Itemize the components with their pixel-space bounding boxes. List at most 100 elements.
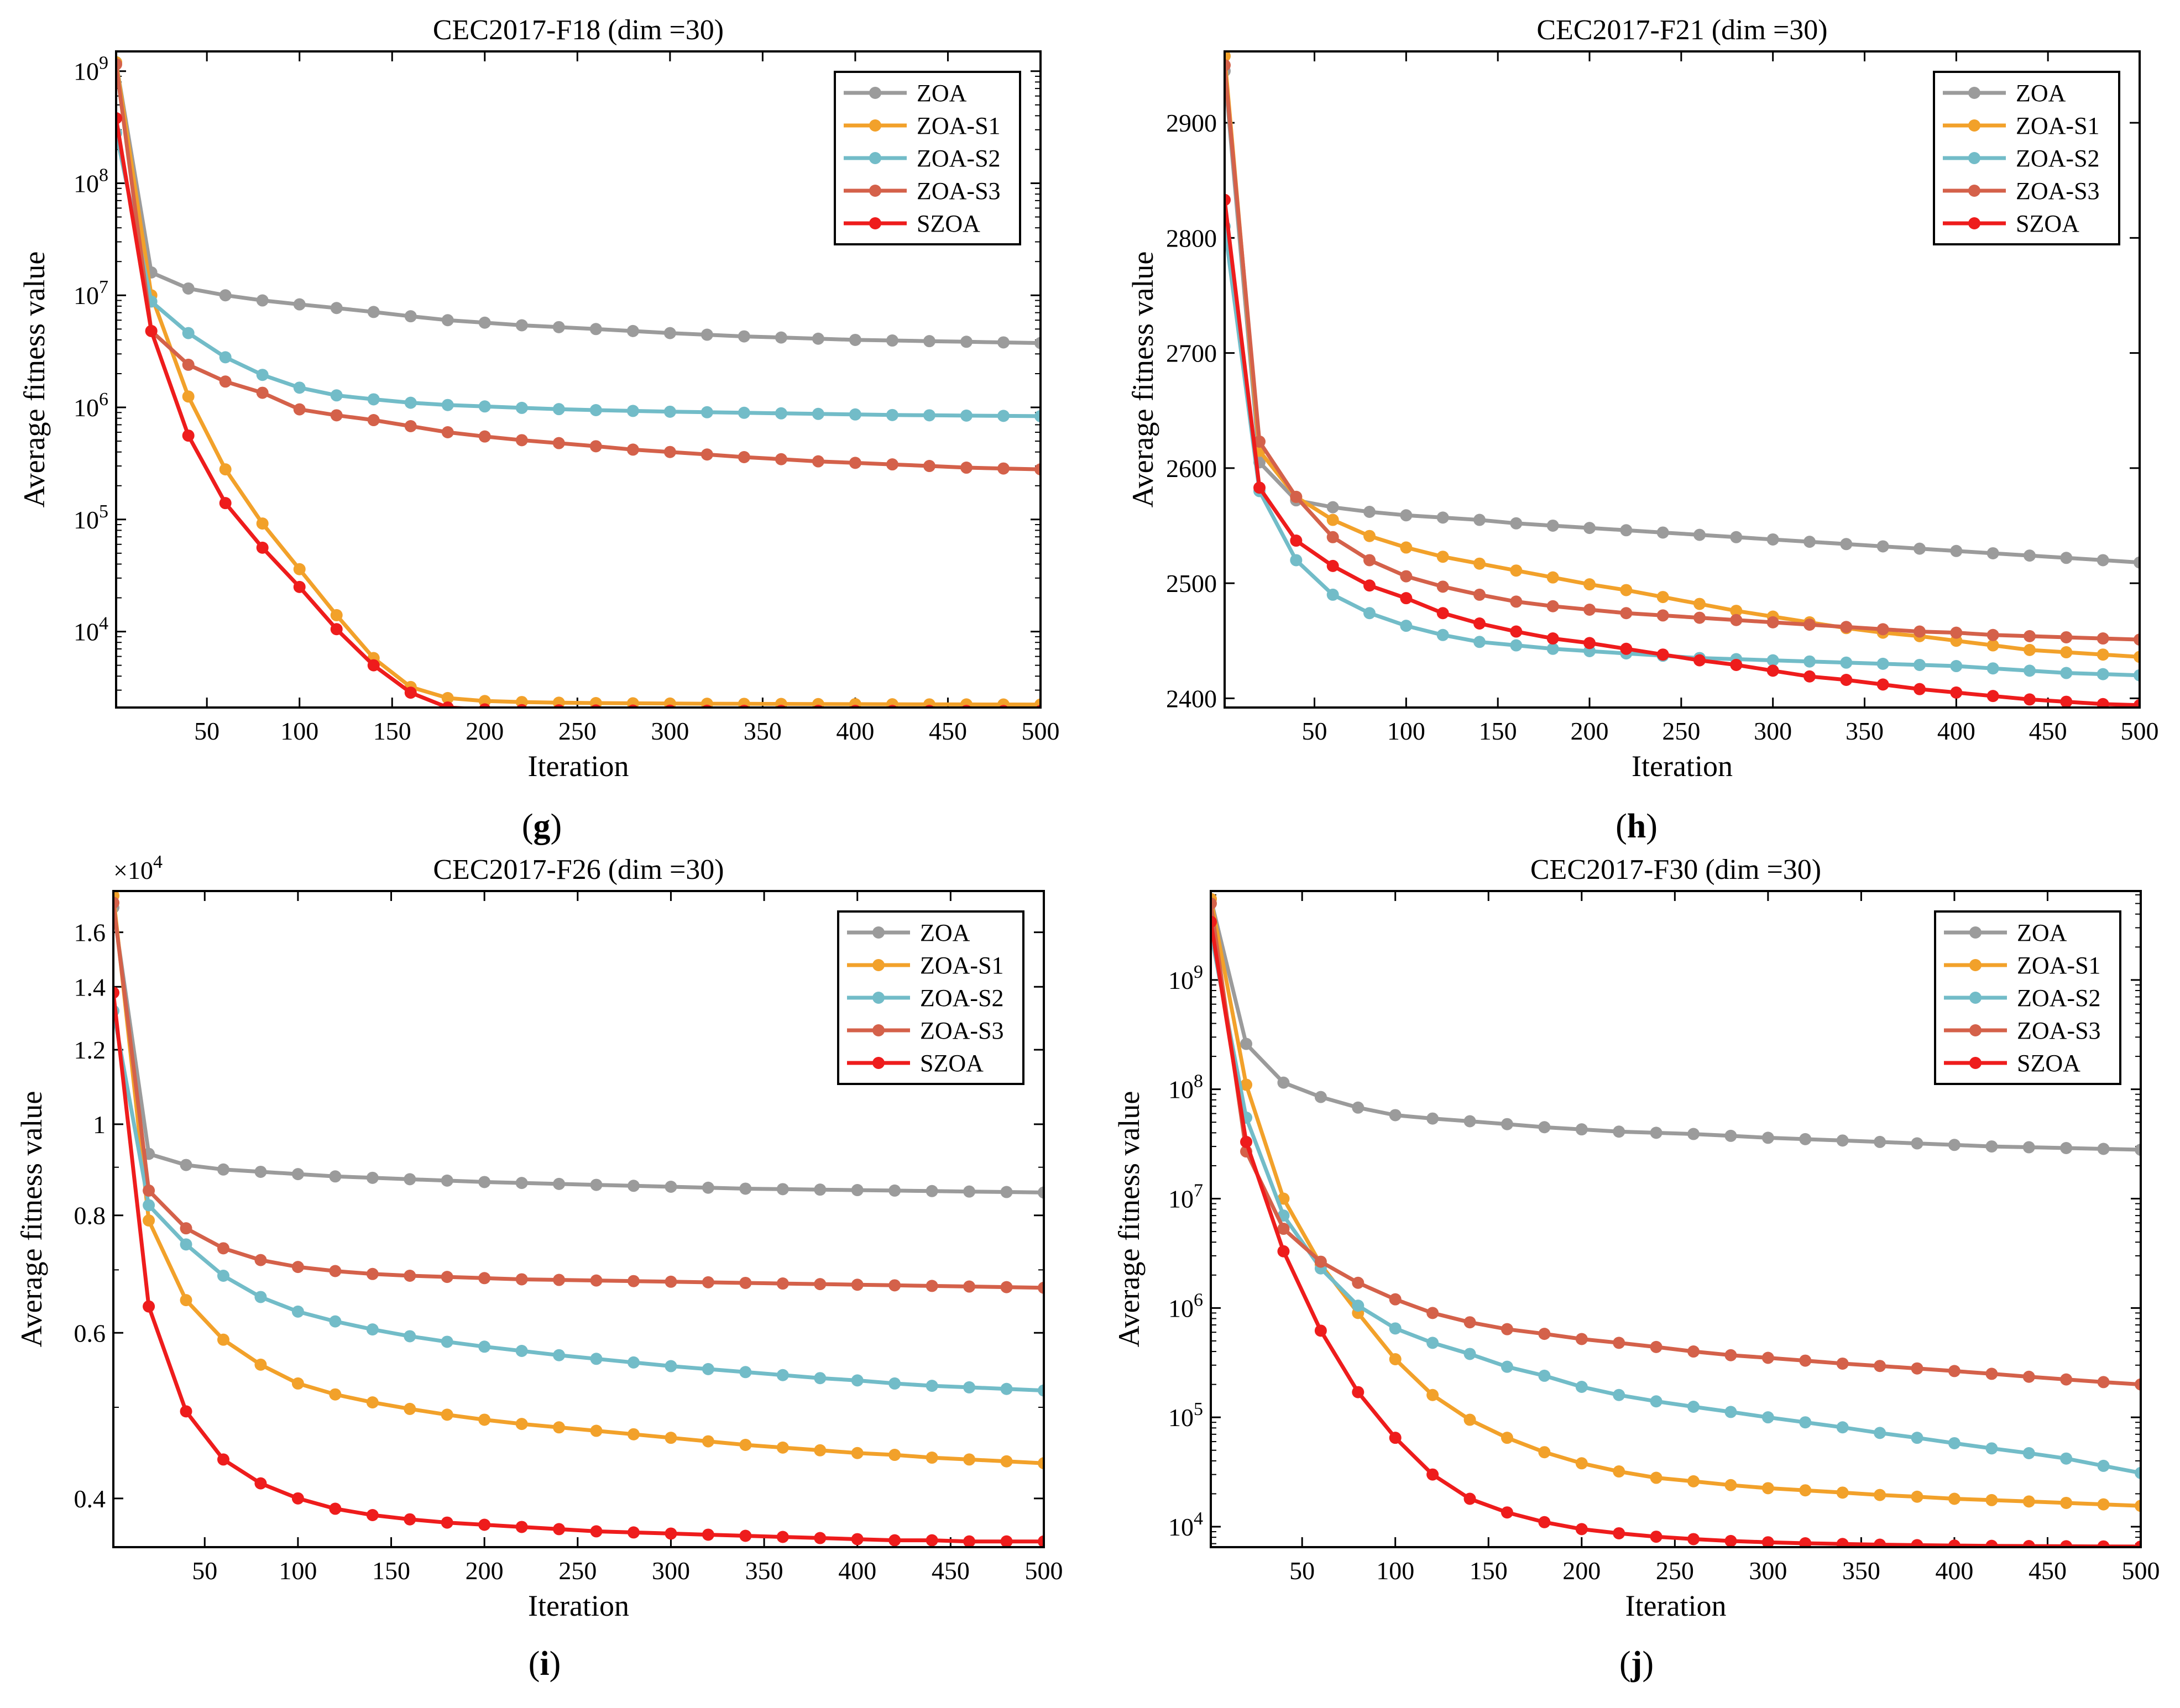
data-point-szoa: [145, 324, 158, 337]
legend-label: ZOA-S3: [920, 1017, 1004, 1044]
y-tick-label: 108: [1168, 1071, 1203, 1104]
series-line-zoa-s3: [1225, 65, 2140, 642]
x-tick-label: 400: [1935, 1557, 1973, 1585]
data-point-zoa-s3: [700, 448, 713, 461]
data-point-zoa-s2: [143, 1199, 155, 1212]
data-point-zoa-s1: [515, 1418, 528, 1431]
y-tick-label-exponent: 4: [99, 614, 108, 634]
y-tick-label-base: 10: [74, 57, 99, 86]
data-point-szoa: [590, 1525, 603, 1538]
x-tick-label: 150: [1470, 1557, 1508, 1585]
data-point-zoa-s2: [849, 408, 861, 421]
data-point-zoa-s3: [2060, 1373, 2073, 1386]
data-point-zoa-s1: [963, 1453, 976, 1466]
data-point-zoa-s3: [404, 1270, 416, 1282]
data-point-zoa: [441, 1174, 453, 1187]
data-point-zoa-s2: [775, 407, 787, 420]
series-line-zoa-s2: [116, 133, 1041, 418]
data-point-zoa: [256, 294, 269, 307]
data-point-szoa: [1950, 686, 1963, 699]
data-point-zoa-s3: [1693, 611, 1706, 624]
data-point-szoa: [1724, 1534, 1737, 1547]
data-point-zoa-s1: [478, 695, 491, 708]
data-point-zoa-s3: [775, 453, 787, 465]
data-point-zoa-s2: [254, 1291, 267, 1303]
data-point-zoa: [330, 302, 343, 315]
data-point-zoa-s3: [886, 458, 898, 471]
data-point-zoa-s2: [1950, 660, 1963, 673]
data-point-szoa: [1876, 678, 1889, 691]
series-line-zoa-s1: [1225, 55, 2140, 659]
data-point-zoa-s3: [997, 462, 1010, 475]
data-point-zoa: [1363, 505, 1376, 518]
y-tick-label: 2500: [1166, 569, 1217, 598]
data-point-szoa: [180, 1405, 192, 1418]
data-point-zoa-s1: [926, 1452, 938, 1464]
data-point-zoa-s1: [775, 698, 787, 708]
data-point-zoa-s3: [2097, 1376, 2110, 1389]
data-point-zoa: [1583, 522, 1596, 535]
data-point-szoa: [1290, 535, 1303, 547]
data-point-zoa-s3: [1253, 435, 1266, 448]
data-point-szoa: [1914, 683, 1926, 695]
data-point-zoa-s2: [1546, 642, 1559, 655]
data-point-zoa-s1: [812, 698, 824, 708]
data-point-zoa-s3: [589, 440, 602, 453]
data-point-zoa-s3: [1836, 1357, 1849, 1370]
data-point-zoa-s2: [1034, 410, 1041, 422]
data-point-zoa-s1: [404, 1402, 416, 1415]
data-point-zoa-s3: [552, 437, 565, 449]
data-point-zoa: [886, 334, 898, 347]
data-point-zoa: [219, 289, 232, 302]
y-tick-label-base: 10: [1168, 966, 1194, 994]
data-point-szoa: [1656, 648, 1669, 661]
data-point-zoa-s3: [143, 1184, 155, 1197]
data-point-zoa-s2: [1510, 639, 1523, 652]
data-point-zoa-s2: [1840, 656, 1853, 669]
data-point-zoa: [1874, 1135, 1886, 1148]
legend-label: ZOA: [2017, 919, 2067, 946]
data-point-zoa-s3: [1803, 619, 1816, 631]
data-point-szoa: [1314, 1324, 1327, 1337]
data-point-zoa: [1034, 337, 1041, 349]
data-point-zoa-s2: [1426, 1337, 1439, 1349]
legend-swatch-marker: [872, 1024, 885, 1036]
data-point-zoa-s3: [1724, 1349, 1737, 1361]
data-point-zoa-s1: [1985, 1494, 1998, 1506]
data-point-szoa: [888, 1534, 901, 1547]
data-point-zoa-s3: [738, 450, 750, 463]
data-point-zoa: [1948, 1139, 1961, 1151]
data-point-zoa-s1: [1510, 564, 1523, 577]
data-point-zoa-s1: [886, 698, 898, 708]
data-point-szoa: [1253, 481, 1266, 494]
legend-label: ZOA: [2016, 80, 2066, 107]
data-point-zoa-s1: [1546, 571, 1559, 584]
legend-swatch-marker: [1969, 959, 1982, 971]
y-tick-label: 2700: [1166, 339, 1217, 368]
data-point-zoa: [1473, 514, 1486, 526]
y-tick-label: 0.4: [74, 1485, 106, 1513]
data-point-zoa: [739, 1182, 752, 1195]
data-point-zoa-s3: [2097, 632, 2109, 645]
data-point-zoa-s3: [923, 460, 935, 473]
data-point-zoa: [849, 333, 861, 346]
legend-swatch-marker: [1968, 87, 1980, 99]
y-tick-label: 2600: [1166, 454, 1217, 483]
data-point-zoa-s3: [1473, 588, 1486, 601]
data-point-zoa-s2: [1538, 1369, 1551, 1382]
legend-label: ZOA-S1: [920, 952, 1004, 979]
data-point-zoa-s1: [665, 1432, 677, 1444]
caption-letter: i: [540, 1645, 549, 1683]
data-point-zoa-s3: [849, 457, 861, 469]
data-point-zoa-s1: [1836, 1486, 1849, 1499]
data-point-zoa-s3: [888, 1279, 901, 1292]
data-point-zoa: [1656, 526, 1669, 539]
data-point-zoa: [1510, 517, 1523, 530]
data-point-zoa-s1: [1538, 1446, 1551, 1459]
data-point-szoa: [404, 687, 417, 699]
data-point-zoa-s1: [219, 463, 232, 476]
data-point-zoa: [1546, 519, 1559, 532]
data-point-szoa: [627, 1526, 640, 1539]
data-point-zoa: [589, 323, 602, 336]
data-point-szoa: [291, 1492, 304, 1505]
